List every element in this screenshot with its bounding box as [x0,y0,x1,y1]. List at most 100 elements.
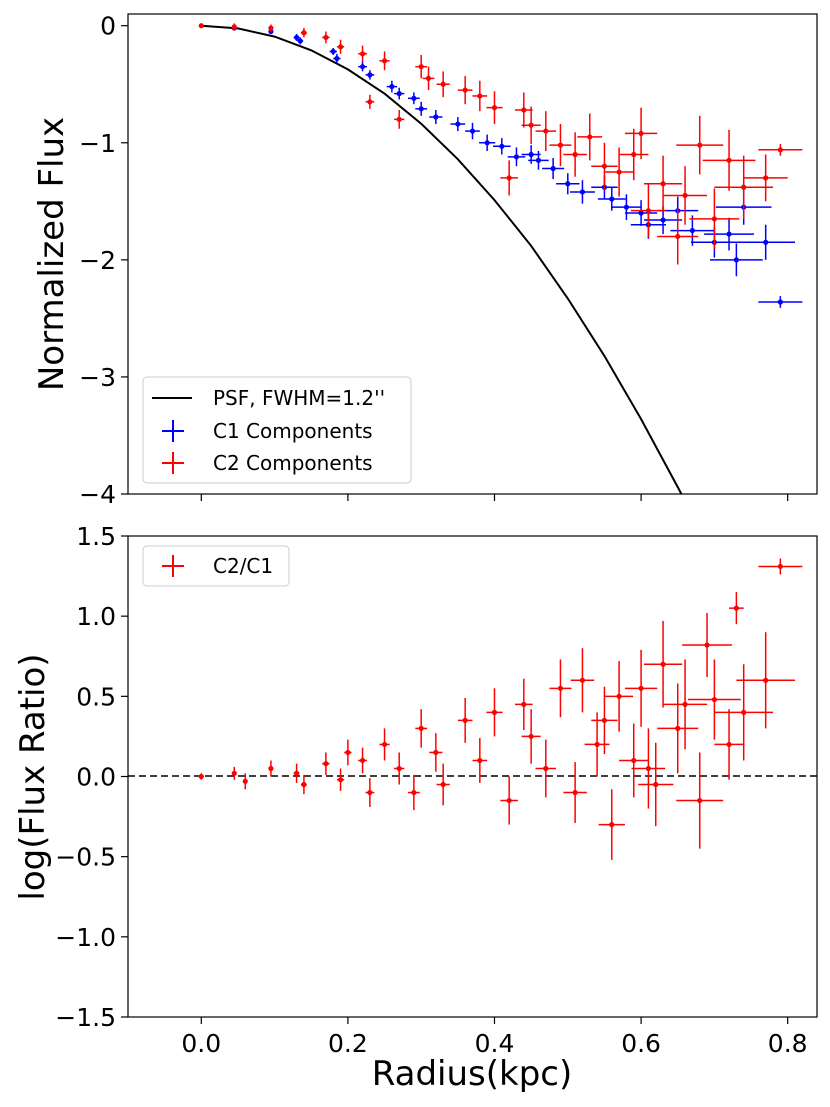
bottom-ytick-label: −1.5 [55,1003,116,1032]
flux-ratio-point [591,686,618,755]
flux-ratio-point [515,678,533,731]
x-axis-label: Radius(kpc) [372,1054,573,1094]
top-x-ticks [200,494,789,501]
c1-component-point [528,150,549,170]
c2-component-point [591,142,618,190]
c1-component-point [736,224,796,260]
c2-component-point [758,143,803,156]
bottom-panel: 1.5 1.0 0.5 0.0 −0.5 −1.0 −1.5 0.0 0.2 0.4 0.6 0.8… [13,522,818,1094]
flux-ratio-point [605,661,634,732]
flux-ratio-point [500,776,518,825]
top-legend: PSF, FWHM=1.2'' C1 Components C2 Compone… [142,376,412,484]
flux-ratio-point [638,742,674,827]
flux-ratio-point [714,709,744,780]
bottom-xtick-label: 0.6 [621,1029,661,1058]
bottom-y-ticks: 1.5 1.0 0.5 0.0 −0.5 −1.0 −1.5 [55,522,128,1032]
flux-ratio-point [379,728,390,761]
flux-ratio-point [563,762,587,823]
c2-component-point [358,45,367,62]
top-legend-frame [142,376,412,484]
c2-component-point [549,124,572,167]
top-y-ticks: 0 −1 −2 −3 −4 [79,12,128,509]
bottom-xtick-label: 0.2 [328,1029,368,1058]
c2-component-point [300,28,307,38]
c2-component-point [472,80,488,112]
bottom-ytick-label: 0.5 [76,682,116,711]
bottom-legend-frame [142,545,290,587]
c2-component-point [619,128,649,181]
flux-ratio-point [415,709,428,748]
flux-ratio-point [631,728,666,809]
c2-component-point [486,91,503,125]
legend-ratio-swatch [162,555,184,577]
c2-component-point [394,110,405,129]
c1-component-point [507,147,526,167]
bottom-xtick-label: 0.8 [768,1029,808,1058]
c2-component-point [676,115,724,175]
flux-ratio-point [598,789,625,860]
c2-component-point [379,51,390,71]
flux-ratio-point [300,774,307,795]
flux-ratio-point [624,649,658,727]
c2-component-point [198,23,204,29]
flux-ratio-point [535,739,557,798]
c1-component-point [624,200,658,226]
c2-component-point [624,107,658,160]
flux-ratio-point [663,659,708,750]
c1-component-point [333,53,341,64]
top-data-layer [198,23,803,308]
c1-component-point [415,101,428,116]
c1-component-point [611,194,642,221]
flux-ratio-point [584,712,610,777]
legend-c1-label: C1 Components [213,419,373,443]
legend-c2-swatch [162,452,184,474]
bottom-legend: C2/C1 [142,545,290,587]
flux-ratio-point [429,733,443,772]
c2-component-point [663,166,708,225]
legend-c1-swatch [162,420,184,442]
flux-ratio-point [322,752,330,775]
c1-component-point [465,122,480,140]
c1-component-point [358,62,367,72]
c2-component-point [535,111,557,151]
psf-curve-layer [201,24,683,495]
c2-component-point [457,76,473,105]
top-plot-frame [127,13,818,495]
c1-component-point [394,87,405,100]
top-ytick-label: −4 [79,480,116,509]
c1-component-point [709,243,763,277]
c2-component-point [563,132,587,177]
c2-component-point [644,155,683,212]
top-ytick-label: −1 [79,129,116,158]
top-ytick-label: −2 [79,246,116,275]
c2-component-point [336,39,345,54]
c1-component-point [329,47,337,55]
flux-ratio-point [729,592,744,625]
flux-ratio-point [358,747,367,774]
c2-component-point [702,129,756,191]
c1-component-point [542,158,565,180]
c2-component-point [231,23,237,31]
c2-component-point [743,154,788,202]
bottom-ytick-label: 1.5 [76,522,116,551]
flux-ratio-point [336,768,345,791]
flux-ratio-point [242,773,248,790]
c1-component-point [429,110,443,125]
flux-ratio-point [644,620,683,708]
flux-ratio-point [682,612,732,678]
flux-ratio-point [687,659,741,740]
c1-component-point [386,80,398,93]
legend-c2-label: C2 Components [213,451,373,475]
flux-ratio-point [365,778,375,807]
c1-component-point [365,70,375,80]
c1-component-point [758,296,803,308]
c2-component-point [689,188,740,250]
flux-ratio-point [570,648,595,713]
bottom-xtick-label: 0.4 [475,1029,515,1058]
c1-component-point [450,117,466,132]
c1-component-point [479,134,496,151]
c2-component-point [577,113,603,161]
flux-ratio-point [344,739,352,766]
c2-component-point [322,31,330,44]
